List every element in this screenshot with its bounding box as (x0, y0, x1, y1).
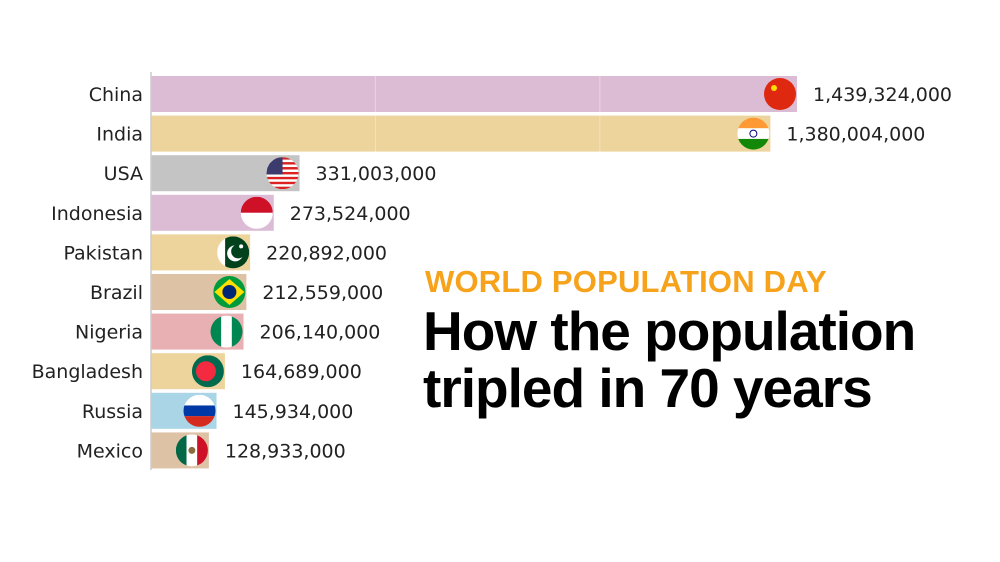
category-label: Bangladesh (32, 361, 143, 383)
category-label: Mexico (77, 440, 143, 462)
mexico-flag-icon (175, 434, 208, 467)
bangladesh-flag-icon (191, 355, 224, 388)
headline: How the population tripled in 70 years (423, 300, 916, 419)
india-flag-icon (737, 117, 770, 150)
category-label: Pakistan (63, 242, 143, 264)
value-label: 128,933,000 (225, 440, 346, 462)
brazil-flag-icon (213, 276, 246, 308)
value-label: 164,689,000 (241, 361, 362, 383)
value-label: 1,439,324,000 (813, 84, 952, 106)
value-label: 145,934,000 (232, 401, 353, 423)
value-label: 273,524,000 (290, 203, 411, 225)
category-label: India (96, 124, 143, 146)
category-label: China (89, 84, 143, 106)
usa-flag-icon (266, 157, 299, 190)
category-label: Indonesia (51, 203, 143, 225)
pakistan-flag-icon (217, 236, 250, 269)
value-label: 206,140,000 (260, 322, 381, 344)
headline-line-2: tripled in 70 years (423, 357, 873, 419)
category-label: Brazil (90, 282, 143, 304)
bar-india (151, 115, 771, 152)
indonesia-flag-icon (240, 196, 273, 229)
headline-line-1: How the population (423, 300, 916, 362)
category-label: Russia (82, 401, 143, 423)
bar-china (151, 76, 797, 112)
value-label: 331,003,000 (316, 163, 437, 185)
value-label: 212,559,000 (262, 282, 383, 304)
category-label: USA (104, 163, 143, 185)
value-label: 1,380,004,000 (786, 124, 925, 146)
kicker: WORLD POPULATION DAY (425, 264, 827, 299)
russia-flag-icon (183, 394, 216, 427)
category-label: Nigeria (75, 322, 143, 344)
nigeria-flag-icon (210, 315, 243, 348)
value-label: 220,892,000 (266, 242, 387, 264)
china-flag-icon (764, 78, 796, 110)
